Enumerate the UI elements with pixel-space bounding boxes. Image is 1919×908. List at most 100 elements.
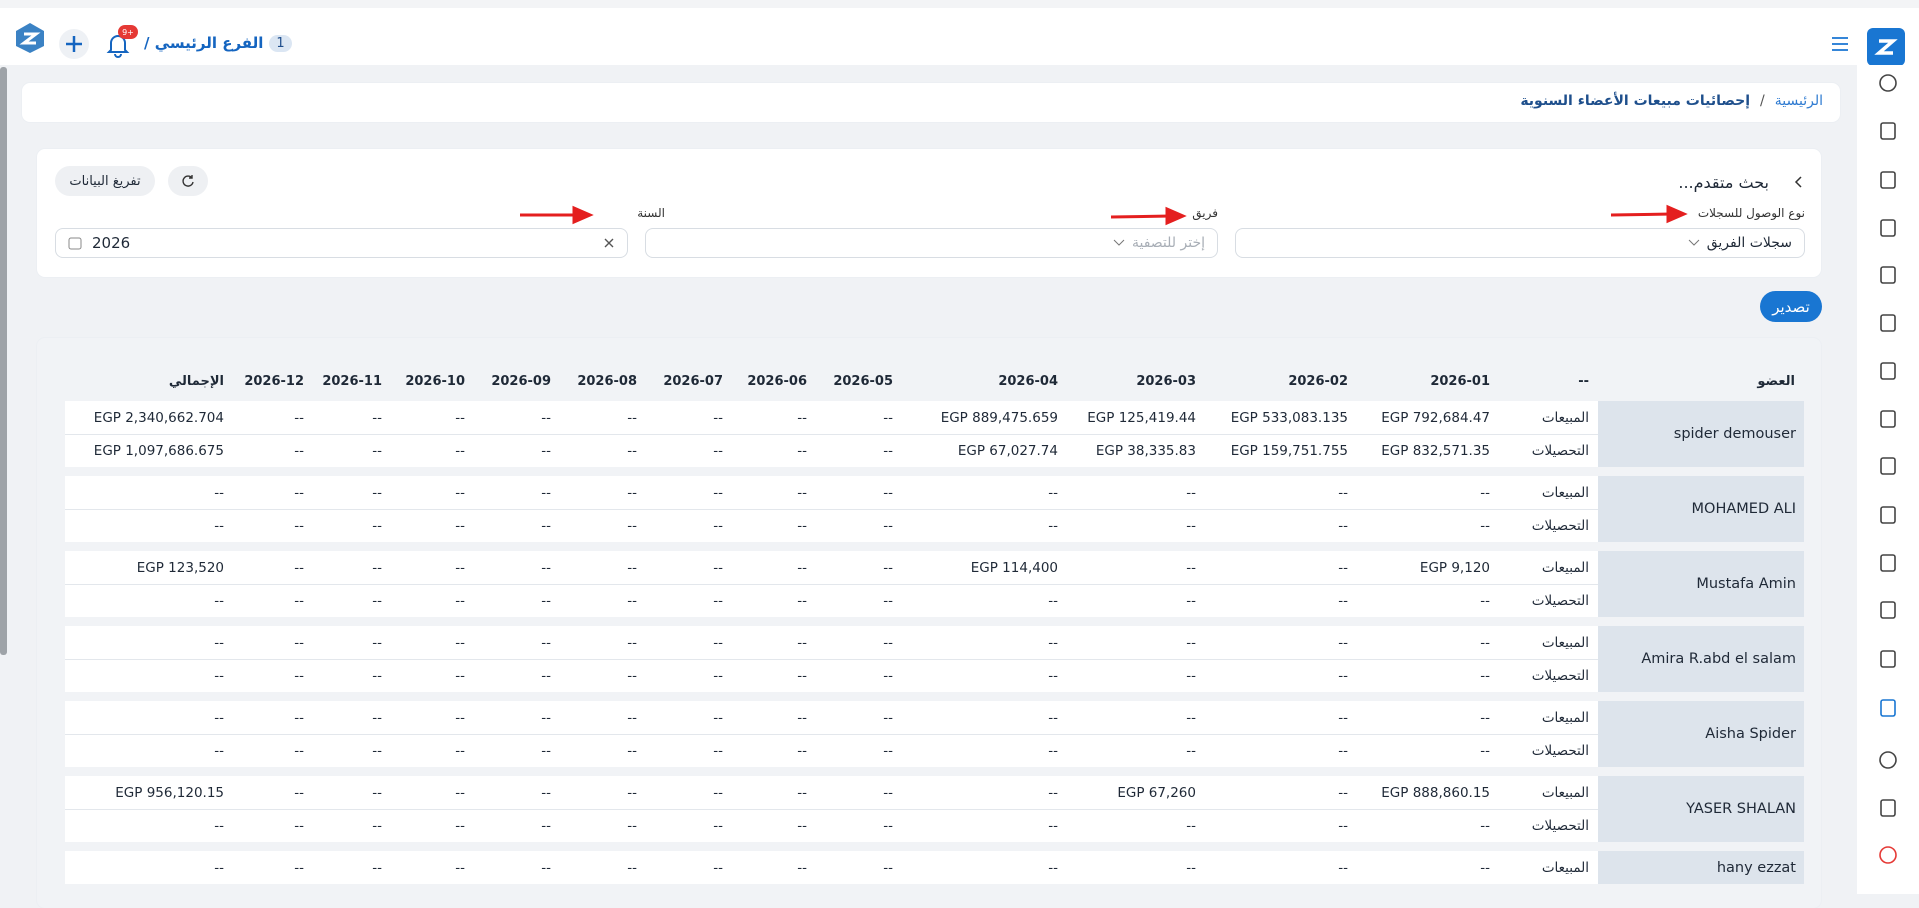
icon-shape bbox=[1879, 846, 1897, 864]
sidebar-icon[interactable] bbox=[1877, 552, 1899, 574]
value-cell: -- bbox=[1357, 809, 1499, 842]
team-select[interactable]: إختر للتصفية bbox=[645, 228, 1218, 258]
sidebar-icon[interactable] bbox=[1877, 360, 1899, 382]
app-logo[interactable] bbox=[14, 22, 46, 54]
value-cell: -- bbox=[816, 476, 902, 509]
value-cell: -- bbox=[646, 434, 732, 467]
value-cell: -- bbox=[313, 509, 391, 542]
access-select[interactable]: سجلات الفريق bbox=[1235, 228, 1805, 258]
value-cell: -- bbox=[474, 659, 560, 692]
icon-shape bbox=[1880, 506, 1896, 524]
value-cell: -- bbox=[65, 734, 233, 767]
dropdown-shape bbox=[1688, 239, 1700, 246]
value-cell: EGP 889,475.659 bbox=[902, 401, 1067, 434]
branch[interactable]: 1 الفرع الرئيسي / bbox=[144, 34, 292, 52]
icon-shape bbox=[1880, 799, 1896, 817]
value-cell: -- bbox=[816, 509, 902, 542]
sidebar-icon[interactable] bbox=[1877, 72, 1899, 94]
value-cell: -- bbox=[902, 476, 1067, 509]
menu-lines bbox=[1832, 37, 1848, 51]
value-cell: -- bbox=[732, 509, 816, 542]
breadcrumb: الرئيسية / إحصائيات مبيعات الأعضاء السنو… bbox=[1520, 93, 1823, 109]
year-picker[interactable]: 2026 bbox=[55, 228, 628, 258]
icon-shape bbox=[1880, 266, 1896, 284]
sidebar-icon[interactable] bbox=[1877, 797, 1899, 819]
value-cell: -- bbox=[560, 626, 646, 659]
clear-icon[interactable] bbox=[603, 237, 615, 249]
value-cell: -- bbox=[474, 809, 560, 842]
row-type: التحصيلات bbox=[1499, 659, 1598, 692]
icon-shape bbox=[1880, 601, 1896, 619]
sidebar-icon[interactable] bbox=[1877, 169, 1899, 191]
row-type: التحصيلات bbox=[1499, 584, 1598, 617]
row-type: المبيعات bbox=[1499, 476, 1598, 509]
add-button[interactable] bbox=[58, 28, 90, 60]
sidebar-icon[interactable] bbox=[1877, 455, 1899, 477]
sidebar-icon[interactable] bbox=[1877, 648, 1899, 670]
value-cell: -- bbox=[560, 551, 646, 584]
refresh-button[interactable] bbox=[168, 166, 208, 196]
value-cell: -- bbox=[560, 776, 646, 809]
value-cell: -- bbox=[1205, 509, 1357, 542]
select-placeholder: إختر للتصفية bbox=[1131, 235, 1205, 251]
value-cell: -- bbox=[391, 659, 474, 692]
sidebar-icon[interactable] bbox=[1877, 120, 1899, 142]
value-cell: -- bbox=[816, 434, 902, 467]
sidebar-icon[interactable] bbox=[1877, 844, 1899, 866]
value-cell: -- bbox=[391, 551, 474, 584]
value-cell: -- bbox=[1205, 659, 1357, 692]
year-value: 2026 bbox=[92, 234, 131, 252]
sidebar-icon[interactable] bbox=[1877, 697, 1899, 719]
value-cell: -- bbox=[1205, 851, 1357, 884]
value-cell: -- bbox=[1067, 626, 1205, 659]
value-cell: EGP 67,260 bbox=[1067, 776, 1205, 809]
value-cell: -- bbox=[313, 734, 391, 767]
member-name: YASER SHALAN bbox=[1598, 776, 1804, 842]
value-cell: -- bbox=[732, 626, 816, 659]
sidebar-icon[interactable] bbox=[1877, 599, 1899, 621]
value-cell: -- bbox=[233, 809, 313, 842]
value-cell: EGP 114,400 bbox=[902, 551, 1067, 584]
icon-shape bbox=[1880, 650, 1896, 668]
value-cell: -- bbox=[1205, 776, 1357, 809]
breadcrumb-separator: / bbox=[1760, 93, 1765, 109]
member-group: YASER SHALAN المبيعات EGP 888,860.15 -- EGP … bbox=[65, 776, 1804, 842]
row-type: المبيعات bbox=[1499, 551, 1598, 584]
breadcrumb-home[interactable]: الرئيسية bbox=[1774, 93, 1823, 109]
value-cell: EGP 888,860.15 bbox=[1357, 776, 1499, 809]
field-label: فريق bbox=[1192, 206, 1218, 220]
value-cell: -- bbox=[646, 476, 732, 509]
column-header: 2026-02 bbox=[1288, 373, 1348, 389]
value-cell: -- bbox=[816, 401, 902, 434]
sidebar-icon[interactable] bbox=[1877, 312, 1899, 334]
value-cell: -- bbox=[560, 584, 646, 617]
value-cell: -- bbox=[646, 734, 732, 767]
value-cell: -- bbox=[1357, 659, 1499, 692]
value-cell: -- bbox=[391, 476, 474, 509]
icon-shape bbox=[1880, 554, 1896, 572]
column-header: الإجمالي bbox=[168, 373, 224, 389]
value-cell: -- bbox=[391, 701, 474, 734]
value-cell: -- bbox=[732, 401, 816, 434]
sidebar-icon[interactable] bbox=[1877, 264, 1899, 286]
sidebar-icon[interactable] bbox=[1877, 217, 1899, 239]
collapse-chevron[interactable] bbox=[1793, 175, 1805, 189]
sidebar-icon[interactable] bbox=[1877, 408, 1899, 430]
value-cell: -- bbox=[474, 434, 560, 467]
column-header: 2026-03 bbox=[1136, 373, 1196, 389]
sidebar-logo[interactable] bbox=[1867, 28, 1905, 66]
menu-icon[interactable] bbox=[1830, 35, 1852, 53]
sidebar-icon[interactable] bbox=[1877, 504, 1899, 526]
icon-shape bbox=[1880, 122, 1896, 140]
value-cell: -- bbox=[560, 809, 646, 842]
export-button[interactable]: تصدير bbox=[1760, 291, 1822, 322]
sidebar-icon[interactable] bbox=[1877, 749, 1899, 771]
clear-button[interactable]: تفريغ البيانات bbox=[55, 166, 155, 196]
value-cell: -- bbox=[65, 626, 233, 659]
table-header: العضو -- 2026-01 2026-02 2026-03 2026-04 2026-… bbox=[65, 363, 1804, 399]
value-cell: -- bbox=[732, 434, 816, 467]
refresh-icon bbox=[182, 175, 194, 187]
value-cell: -- bbox=[560, 701, 646, 734]
value-cell: -- bbox=[313, 701, 391, 734]
member-group: Amira R.abd el salam المبيعات -- -- -- -- -- --… bbox=[65, 626, 1804, 692]
